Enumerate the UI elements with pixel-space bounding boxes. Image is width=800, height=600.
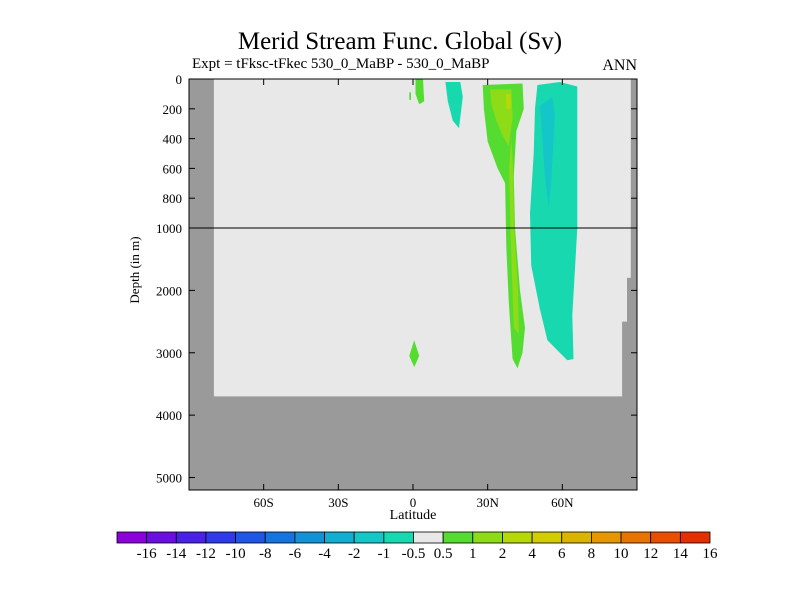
colorbar-swatch-2	[175, 531, 207, 544]
colorbar-swatch-8	[353, 531, 385, 544]
colorbar-level-label: 1	[469, 546, 477, 562]
colorbar-swatch-1	[146, 531, 177, 544]
x-axis-label: Latitude	[389, 508, 437, 523]
y-tick-label: 0	[176, 72, 183, 87]
colorbar-level-label: -8	[259, 546, 272, 562]
colorbar-level-label: 8	[588, 546, 596, 562]
contour-0.5-1-dot	[409, 92, 411, 100]
colorbar-swatch-16	[591, 531, 622, 544]
colorbar-swatch-10	[413, 531, 444, 544]
x-tick-label: 60N	[551, 495, 574, 510]
x-tick-label: 30N	[476, 495, 499, 510]
colorbar-swatch-7	[324, 531, 355, 544]
contour-neg-1-nh-core	[539, 96, 555, 208]
ocean-area	[213, 79, 631, 397]
y-tick-label: 800	[163, 191, 183, 206]
y-tick-label: 400	[163, 132, 183, 147]
colorbar-swatch-9	[383, 531, 414, 544]
colorbar-level-label: -14	[166, 546, 186, 562]
x-tick-label: 0	[410, 495, 417, 510]
x-tick-label: 60S	[254, 495, 274, 510]
colorbar-level-label: -2	[348, 546, 361, 562]
colorbar-level-label: 2	[499, 546, 507, 562]
contour-neg-0.5-nh-cell	[530, 82, 578, 361]
colorbar-level-label: -1	[378, 546, 391, 562]
y-tick-label: 600	[163, 161, 183, 176]
colorbar-level-label: -12	[196, 546, 216, 562]
contour-2-4-core	[506, 93, 511, 109]
colorbar-swatch-6	[294, 531, 325, 544]
colorbar-level-label: 10	[614, 546, 629, 562]
colorbar-level-label: -0.5	[402, 546, 426, 562]
contour-1-2-deep-filament	[509, 138, 519, 334]
colorbar-swatch-5	[264, 531, 296, 544]
colorbar-swatch-18	[650, 531, 681, 544]
colorbar-swatch-13	[502, 531, 533, 544]
y-tick-label: 1000	[156, 221, 182, 236]
contour-neg-0.5-subtropical	[445, 82, 463, 129]
colorbar-level-label: 0.5	[434, 546, 453, 562]
colorbar-swatch-4	[235, 531, 266, 544]
colorbar-swatch-14	[531, 531, 563, 544]
y-tick-label: 5000	[156, 471, 182, 486]
colorbar-swatch-0	[116, 531, 148, 544]
colorbar-level-label: -10	[226, 546, 246, 562]
y-tick-label: 200	[163, 102, 183, 117]
colorbar-level-label: -4	[318, 546, 331, 562]
x-tick-label: 30S	[328, 495, 348, 510]
colorbar-level-label: 14	[673, 546, 689, 562]
y-tick-label: 4000	[156, 408, 182, 423]
colorbar-swatch-12	[472, 531, 503, 544]
colorbar-swatch-11	[442, 531, 474, 544]
colorbar-level-label: 12	[643, 546, 658, 562]
y-tick-label: 2000	[156, 283, 182, 298]
colorbar-swatch-17	[620, 531, 652, 544]
contour-0.5-1-deep-dot	[409, 340, 420, 368]
colorbar-level-label: 6	[558, 546, 566, 562]
chart-title: Merid Stream Func. Global (Sv)	[237, 28, 563, 55]
colorbar-level-label: -6	[289, 546, 302, 562]
season-label: ANN	[602, 57, 637, 74]
colorbar-swatch-19	[679, 531, 711, 544]
colorbar-level-label: 16	[703, 546, 719, 562]
y-tick-label: 3000	[156, 346, 182, 361]
colorbar-swatch-3	[205, 531, 236, 544]
experiment-subtitle: Expt = tFksc-tFkec 530_0_MaBP - 530_0_Ma…	[192, 56, 490, 72]
colorbar-swatch-15	[561, 531, 592, 544]
contour-0.5-1-near-equator	[415, 79, 425, 105]
colorbar-level-label: 4	[528, 546, 536, 562]
colorbar-level-label: -16	[137, 546, 157, 562]
